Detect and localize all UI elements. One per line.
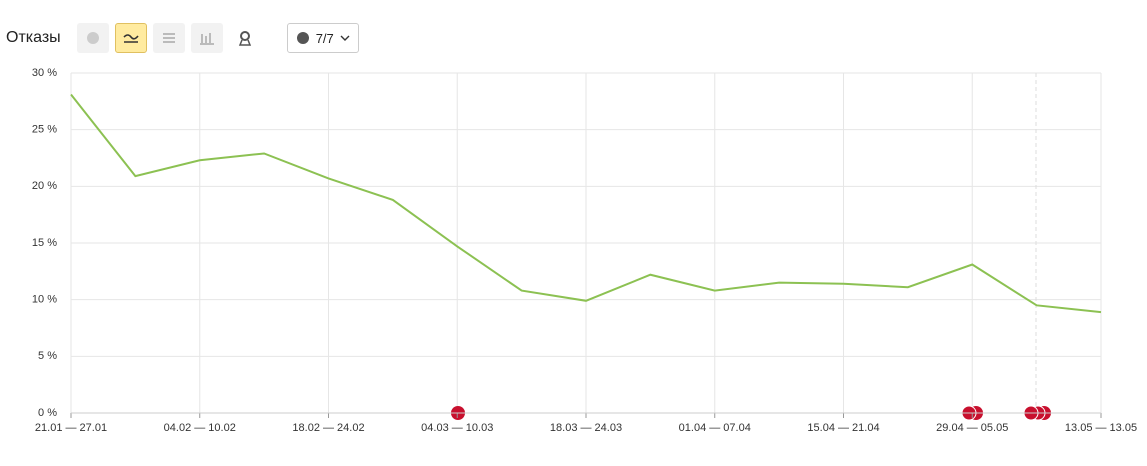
x-tick-label: 21.01 — 27.01 bbox=[35, 422, 107, 434]
x-tick-label: 13.05 — 13.05 bbox=[1065, 422, 1137, 434]
y-tick-label: 25 % bbox=[32, 124, 57, 136]
y-tick-label: 5 % bbox=[38, 350, 57, 362]
x-tick-label: 15.04 — 21.04 bbox=[807, 422, 879, 434]
x-tick-label: 18.02 — 24.02 bbox=[292, 422, 364, 434]
bar-button[interactable] bbox=[190, 23, 223, 53]
metric-label: Отказы bbox=[6, 29, 61, 46]
y-tick-label: 20 % bbox=[32, 180, 57, 192]
x-tick-label: 29.04 — 05.05 bbox=[936, 422, 1008, 434]
area-button[interactable] bbox=[152, 23, 185, 53]
y-tick-label: 10 % bbox=[32, 294, 57, 306]
x-tick-label: 04.02 — 10.02 bbox=[164, 422, 236, 434]
y-tick-label: 15 % bbox=[32, 237, 57, 249]
toolbar: Отказы 7/7 bbox=[0, 22, 359, 54]
y-tick-label: 30 % bbox=[32, 67, 57, 79]
pie-button[interactable] bbox=[76, 23, 109, 53]
x-tick-label: 04.03 — 10.03 bbox=[421, 422, 493, 434]
series-line bbox=[70, 93, 1102, 314]
x-tick-label: 18.03 — 24.03 bbox=[550, 422, 622, 434]
map-button[interactable] bbox=[229, 23, 261, 53]
y-tick-label: 0 % bbox=[38, 407, 57, 419]
x-tick-label: 01.04 — 07.04 bbox=[679, 422, 751, 434]
notes-dropdown[interactable]: 7/7 bbox=[286, 23, 359, 53]
line-button[interactable] bbox=[114, 23, 147, 53]
dropdown-text: 7/7 bbox=[315, 30, 334, 46]
